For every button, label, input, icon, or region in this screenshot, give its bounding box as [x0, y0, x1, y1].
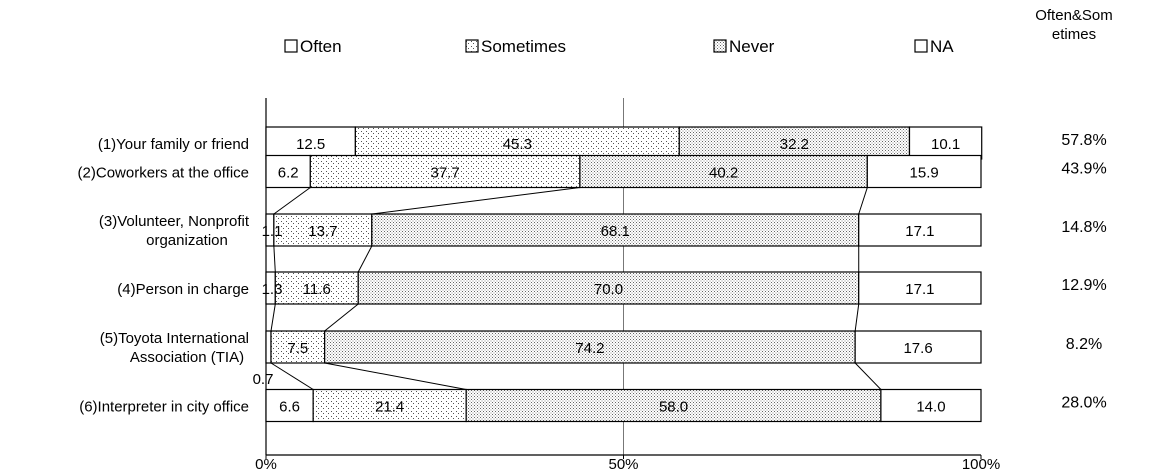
legend-label-never: Never	[729, 37, 775, 56]
legend-swatch-sometimes	[465, 39, 479, 53]
summary-value: 43.9%	[1061, 161, 1106, 178]
data-label: 13.7	[308, 223, 337, 240]
data-label: 37.7	[431, 165, 460, 182]
summary-value: 8.2%	[1066, 336, 1102, 353]
bar-segment-often	[265, 388, 314, 423]
bar-segment-sometimes	[312, 388, 467, 423]
data-label: 32.2	[780, 136, 809, 153]
category-label: organization	[146, 232, 228, 249]
summary-value: 57.8%	[1061, 132, 1106, 149]
category-label: (2)Coworkers at the office	[78, 165, 249, 182]
connector-line	[371, 187, 580, 215]
x-axis: 0% 50% 100%	[255, 454, 1000, 470]
category-label: (1)Your family or friend	[98, 136, 249, 153]
bar-segment-never	[579, 154, 868, 189]
data-label: 74.2	[575, 340, 604, 357]
data-label: 58.0	[659, 399, 688, 416]
data-label: 1.3	[262, 281, 283, 298]
bar-segment-sometimes	[309, 154, 581, 189]
category-label: (5)Toyota International	[100, 330, 249, 347]
bar-segment-often	[265, 154, 311, 189]
category-label: (3)Volunteer, Nonprofit	[99, 213, 250, 230]
data-label: 45.3	[503, 136, 532, 153]
bar-segment-na	[866, 154, 982, 189]
connector-line	[270, 303, 276, 332]
bar-segment-never	[465, 388, 882, 423]
connector-line	[270, 362, 314, 390]
connector-line	[324, 303, 359, 332]
x-tick-label: 0%	[255, 456, 277, 470]
connector-line	[273, 187, 311, 215]
data-label: 68.1	[601, 223, 630, 240]
bar-segment-na	[858, 213, 982, 247]
bar-segment-often	[265, 330, 272, 364]
data-label: 12.5	[296, 136, 325, 153]
data-label: 10.1	[931, 136, 960, 153]
data-label: 40.2	[709, 165, 738, 182]
summary-value: 28.0%	[1061, 395, 1106, 412]
summary-value: 14.8%	[1061, 219, 1106, 236]
legend-swatch-never	[713, 39, 727, 53]
connector-line	[854, 362, 882, 390]
data-label: 17.1	[905, 281, 934, 298]
bar-segment-na	[854, 330, 982, 364]
category-label: (6)Interpreter in city office	[79, 399, 249, 416]
data-label: 6.2	[278, 165, 299, 182]
data-label: 0.7	[253, 371, 274, 388]
summary-header-line: etimes	[1052, 26, 1096, 43]
legend: Often Sometimes Never NA	[284, 37, 954, 56]
x-tick-label: 50%	[608, 456, 638, 470]
category-label: Association (TIA)	[130, 349, 244, 366]
data-label: 17.1	[905, 223, 934, 240]
data-label: 11.6	[303, 281, 331, 298]
connector-line	[858, 187, 868, 215]
data-label: 15.9	[910, 165, 939, 182]
data-label: 1.1	[262, 223, 283, 240]
legend-swatch-often	[284, 39, 298, 53]
bar-segment-never	[324, 330, 856, 364]
legend-label-often: Often	[300, 37, 342, 56]
legend-label-sometimes: Sometimes	[481, 37, 566, 56]
legend-label-na: NA	[930, 37, 954, 56]
x-tick-label: 100%	[962, 456, 1000, 470]
category-label: (4)Person in charge	[117, 281, 249, 298]
data-label: 7.5	[287, 340, 308, 357]
data-label: 6.6	[279, 399, 300, 416]
data-label: 17.6	[903, 340, 932, 357]
connector-line	[854, 303, 860, 332]
data-label: 21.4	[375, 399, 404, 416]
summary-header-line: Often&Som	[1035, 7, 1113, 24]
summary-header: Often&Som etimes	[1035, 7, 1113, 43]
bar-segment-sometimes	[274, 271, 359, 305]
summary-value: 12.9%	[1061, 277, 1106, 294]
connector-line	[357, 245, 373, 273]
data-label: 14.0	[916, 399, 945, 416]
bar-segment-na	[858, 271, 982, 305]
legend-swatch-na	[914, 39, 928, 53]
bar-segment-never	[371, 213, 860, 247]
bar-segment-na	[880, 388, 982, 423]
plot-area: 12.5 45.3 32.2 10.1 (1)Your family or friend…	[78, 98, 1107, 455]
connector-line	[273, 245, 276, 273]
bar-segment-sometimes	[270, 330, 326, 364]
data-label: 70.0	[594, 281, 623, 298]
connector-line	[324, 362, 467, 390]
